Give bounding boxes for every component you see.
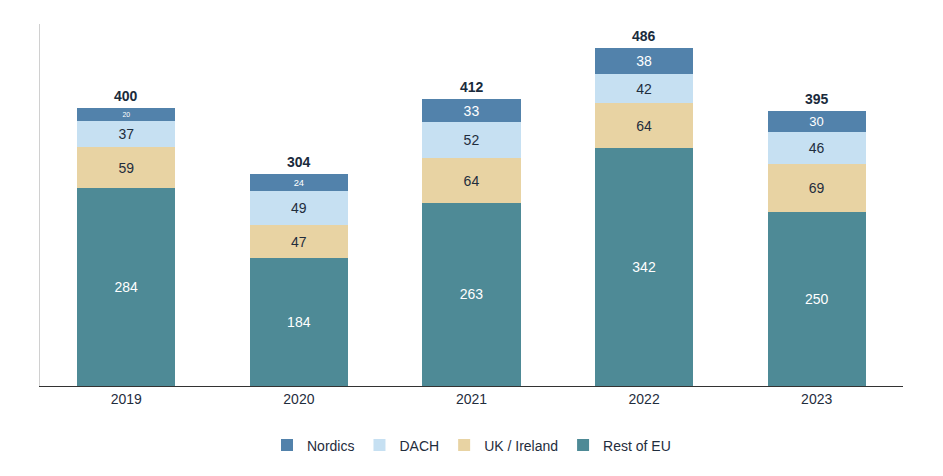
svg-text:38: 38 — [636, 53, 652, 69]
svg-text:2021: 2021 — [456, 391, 487, 407]
svg-text:486: 486 — [632, 28, 656, 44]
svg-text:20: 20 — [122, 111, 130, 118]
svg-text:250: 250 — [805, 291, 829, 307]
svg-text:24: 24 — [294, 178, 304, 188]
svg-text:304: 304 — [287, 154, 311, 170]
svg-text:412: 412 — [460, 79, 484, 95]
svg-text:2020: 2020 — [283, 391, 314, 407]
svg-text:30: 30 — [809, 114, 823, 129]
svg-text:400: 400 — [114, 88, 138, 104]
svg-text:69: 69 — [809, 180, 825, 196]
svg-text:46: 46 — [809, 140, 825, 156]
svg-text:2019: 2019 — [111, 391, 142, 407]
svg-text:42: 42 — [636, 81, 652, 97]
svg-text:DACH: DACH — [399, 438, 439, 454]
svg-text:184: 184 — [287, 314, 311, 330]
svg-text:59: 59 — [118, 160, 134, 176]
svg-text:2023: 2023 — [801, 391, 832, 407]
svg-text:49: 49 — [291, 200, 307, 216]
svg-text:64: 64 — [636, 118, 652, 134]
svg-text:37: 37 — [118, 126, 134, 142]
svg-text:263: 263 — [460, 286, 484, 302]
svg-text:284: 284 — [115, 279, 139, 295]
svg-text:342: 342 — [632, 259, 656, 275]
svg-text:52: 52 — [464, 132, 480, 148]
svg-text:395: 395 — [805, 91, 829, 107]
svg-text:2022: 2022 — [629, 391, 660, 407]
svg-text:47: 47 — [291, 234, 307, 250]
svg-text:64: 64 — [464, 173, 480, 189]
svg-text:Rest of EU: Rest of EU — [603, 438, 671, 454]
svg-text:Nordics: Nordics — [307, 438, 354, 454]
svg-text:UK / Ireland: UK / Ireland — [484, 438, 558, 454]
svg-text:33: 33 — [464, 103, 480, 119]
